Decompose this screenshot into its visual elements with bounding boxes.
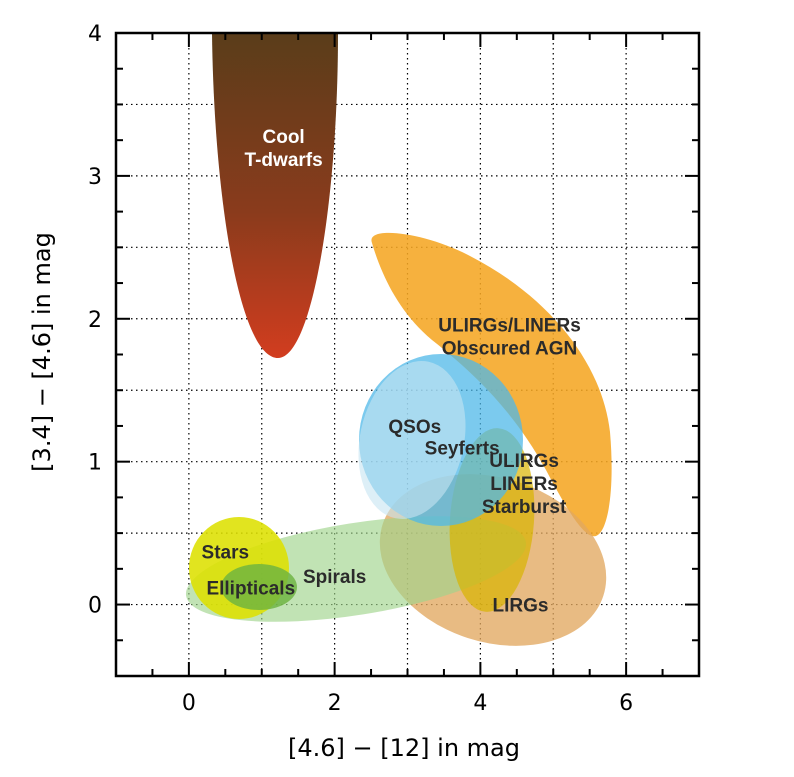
y-tick-label: 2: [88, 308, 102, 333]
x-axis-title: [4.6] − [12] in mag: [288, 734, 520, 762]
x-tick-label: 6: [619, 691, 633, 716]
region-label-spirals: Spirals: [303, 567, 366, 588]
region-label-ulirgs-liners-obscured-agn: Obscured AGN: [442, 338, 578, 359]
y-axis-title: [3.4] − [4.6] in mag: [28, 232, 56, 472]
y-tick-label: 0: [88, 594, 102, 619]
axis-ticks: [115, 32, 700, 677]
region-label-cool-t-dwarfs: T-dwarfs: [245, 150, 323, 171]
region-label-seyferts: Seyferts: [425, 438, 500, 459]
region-label-lirgs: LIRGs: [492, 596, 548, 617]
x-tick-label: 4: [473, 691, 487, 716]
region-cool-t-dwarfs: [212, 33, 338, 358]
region-label-cool-t-dwarfs: Cool: [263, 127, 305, 148]
y-tick-label: 1: [88, 451, 102, 476]
region-label-ellipticals: Ellipticals: [206, 578, 295, 599]
region-ellipticals: [221, 564, 297, 610]
region-label-ulirgs-liners-starburst: LINERs: [490, 474, 558, 495]
y-tick-label: 3: [88, 165, 102, 190]
x-tick-label: 2: [328, 691, 342, 716]
y-tick-label: 4: [88, 22, 102, 47]
region-label-ulirgs-liners-obscured-agn: ULIRGs/LINERs: [438, 315, 581, 336]
region-label-stars: Stars: [202, 543, 250, 564]
region-label-qsos: QSOs: [388, 417, 441, 438]
tick-labels: 0 2 4 6 0 1 2 3 4: [88, 22, 633, 716]
region-seyferts: [358, 361, 466, 519]
region-label-ulirgs-liners-starburst: ULIRGs: [489, 451, 559, 472]
x-tick-label: 0: [182, 691, 196, 716]
region-label-ulirgs-liners-starburst: Starburst: [482, 497, 567, 518]
regions: [185, 33, 612, 646]
